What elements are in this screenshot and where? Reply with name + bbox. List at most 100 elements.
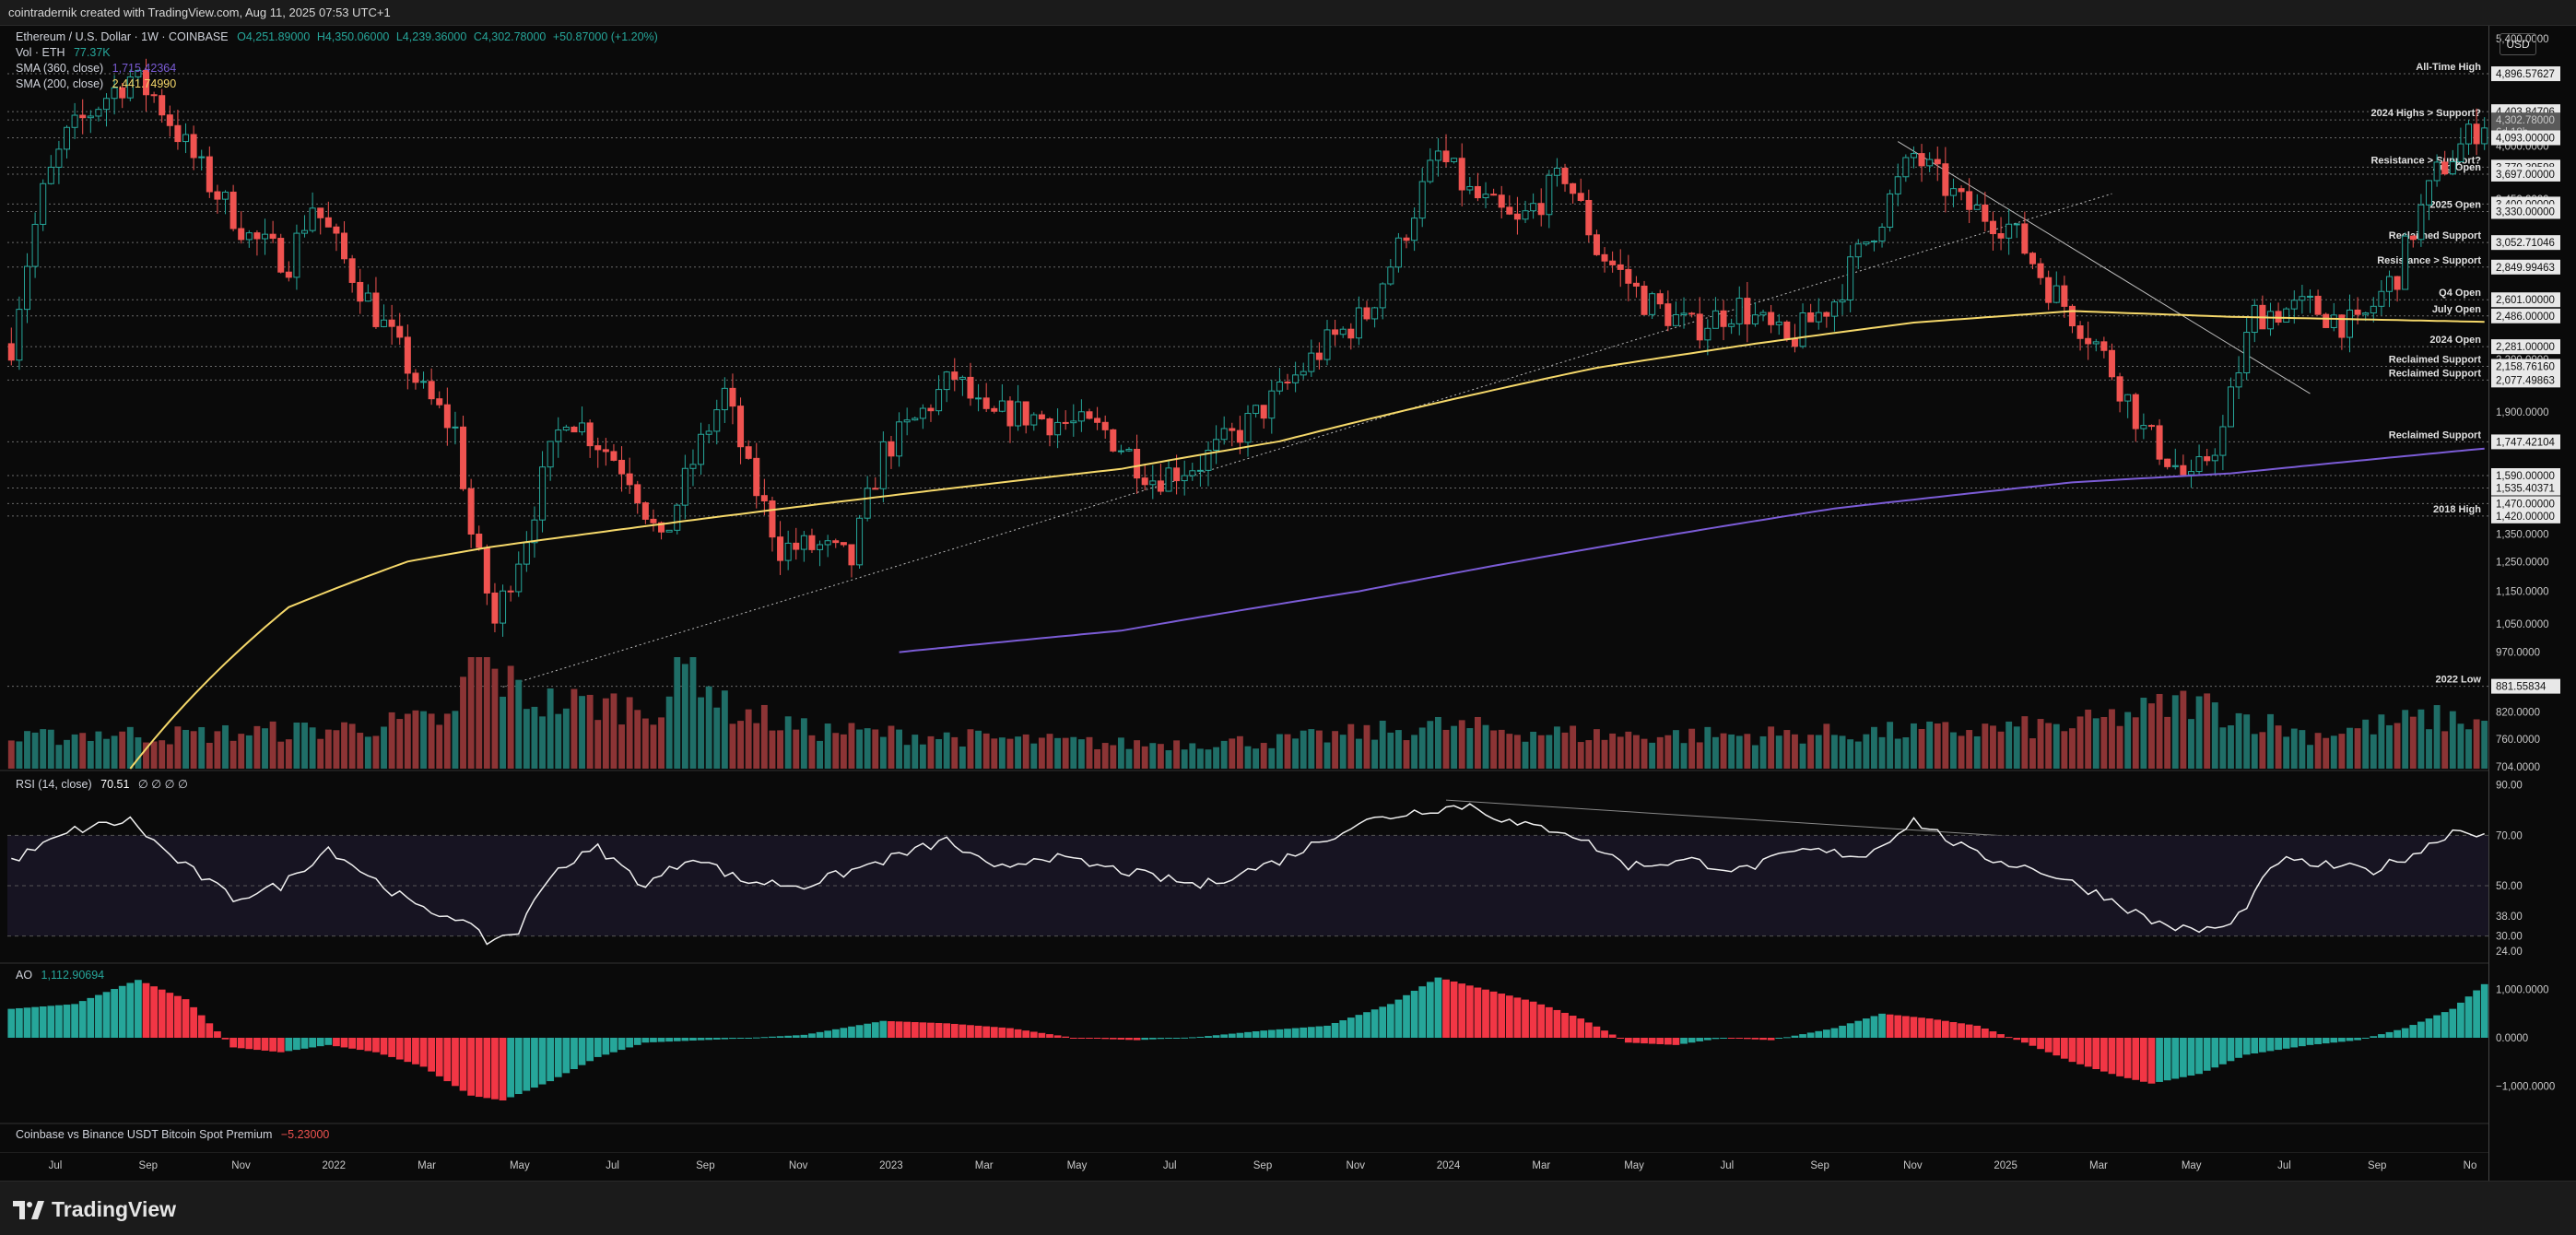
candle-body: [2402, 235, 2409, 290]
time-tick: Jul: [49, 1160, 63, 1171]
volume-bar: [1973, 735, 1981, 769]
volume-bar: [1839, 735, 1846, 769]
candle-body: [2409, 235, 2417, 241]
volume-bar: [1451, 725, 1458, 769]
volume-bar: [79, 733, 87, 769]
volume-bar: [1101, 743, 1109, 769]
candle-body: [943, 371, 950, 391]
volume-bar: [2251, 734, 2258, 769]
volume-bar: [1229, 738, 1236, 769]
candle-body: [777, 536, 784, 561]
candle-body: [681, 467, 688, 506]
volume-bar: [24, 731, 30, 769]
volume-bar: [2204, 693, 2211, 769]
volume-bar: [737, 721, 744, 769]
candle-body: [2354, 309, 2361, 315]
ao-bar: [1767, 1038, 1775, 1041]
volume-bar: [87, 740, 94, 769]
volume-bar: [1617, 736, 1624, 769]
ao-bar: [1236, 1032, 1244, 1038]
candle-body: [2243, 332, 2251, 374]
candle-body: [1196, 469, 1204, 472]
candle-body: [1054, 421, 1062, 436]
ao-bar: [721, 1038, 729, 1040]
ao-bar: [1133, 1038, 1141, 1041]
ao-bar: [1276, 1029, 1284, 1038]
price-label: 1,590.00000: [2496, 471, 2555, 482]
candle-body: [1632, 282, 1640, 287]
volume-bar: [848, 723, 855, 769]
candle-body: [1387, 266, 1394, 285]
ao-bar: [1410, 991, 1418, 1038]
ao-bar: [689, 1038, 697, 1041]
volume-bar: [1022, 734, 1029, 769]
volume-bar: [1394, 730, 1402, 769]
price-label-box: [2491, 204, 2560, 219]
rsi-pane: [7, 803, 2488, 946]
candle-body: [1680, 312, 1688, 315]
candle-body: [309, 207, 316, 231]
candle-body: [800, 535, 807, 550]
ao-bar: [1077, 1038, 1086, 1039]
price-label-box: [2491, 372, 2560, 388]
candle-body: [760, 495, 768, 502]
tradingview-logo[interactable]: TradingView: [13, 1197, 176, 1222]
volume-bar: [2124, 712, 2132, 769]
candle-body: [2068, 305, 2076, 327]
volume-bar: [1823, 723, 1830, 769]
ao-bar: [2203, 1038, 2211, 1071]
volume-bar: [2211, 702, 2218, 769]
volume-bar: [903, 745, 911, 769]
ao-bar: [475, 1038, 483, 1098]
ao-bar: [1386, 1004, 1394, 1038]
candle-body: [665, 529, 673, 533]
volume-bar: [2037, 719, 2044, 769]
ao-pane: [7, 977, 2488, 1100]
volume-bar: [238, 734, 245, 769]
volume-bar: [1173, 740, 1181, 769]
candle-body: [935, 389, 943, 412]
candle-body: [2481, 127, 2488, 145]
chart-area[interactable]: All-Time High 2024 Highs > Support? Resist…: [0, 26, 2576, 1181]
volume-bar: [539, 716, 546, 769]
ao-bar: [293, 1038, 300, 1051]
ao-bar: [2156, 1038, 2163, 1082]
ao-bar: [380, 1038, 388, 1055]
volume-bar: [40, 729, 47, 769]
ao-bar: [2409, 1025, 2417, 1038]
volume-bar: [1030, 743, 1038, 769]
candle-body: [79, 114, 87, 119]
volume-bar: [555, 713, 562, 769]
candle-body: [1125, 449, 1133, 452]
volume-bar: [2228, 725, 2234, 769]
ao-bar: [1300, 1027, 1308, 1038]
candle-body: [1006, 400, 1014, 427]
level-tag: Reclaimed Support: [2389, 354, 2482, 365]
time-tick: 2024: [1437, 1160, 1461, 1171]
volume-bar: [460, 676, 466, 769]
ao-bar: [1529, 1001, 1537, 1038]
volume-bar: [1189, 743, 1196, 769]
candle-body: [570, 426, 578, 433]
candle-body: [817, 544, 824, 550]
sma200-label: SMA (200, close): [16, 77, 104, 90]
volume-bar: [2006, 721, 2013, 769]
ao-tick: 0.0000: [2496, 1033, 2528, 1044]
volume-bar: [293, 722, 300, 769]
ao-bar: [1307, 1027, 1315, 1038]
candle-body: [174, 124, 182, 143]
candle-body: [769, 500, 776, 538]
ao-bar: [395, 1038, 404, 1060]
candle-body: [2164, 458, 2171, 467]
candle-body: [602, 449, 609, 453]
ao-bar: [1117, 1038, 1125, 1040]
candle-body: [476, 534, 483, 548]
candle-body: [1949, 188, 1957, 196]
footer: TradingView: [0, 1181, 2576, 1235]
candle-body: [253, 232, 261, 240]
volume-bar: [1054, 737, 1062, 769]
currency-button[interactable]: USD: [2500, 33, 2536, 55]
rsi-line: [11, 803, 2485, 946]
ao-bar: [1442, 979, 1450, 1038]
ao-bar: [419, 1038, 428, 1067]
